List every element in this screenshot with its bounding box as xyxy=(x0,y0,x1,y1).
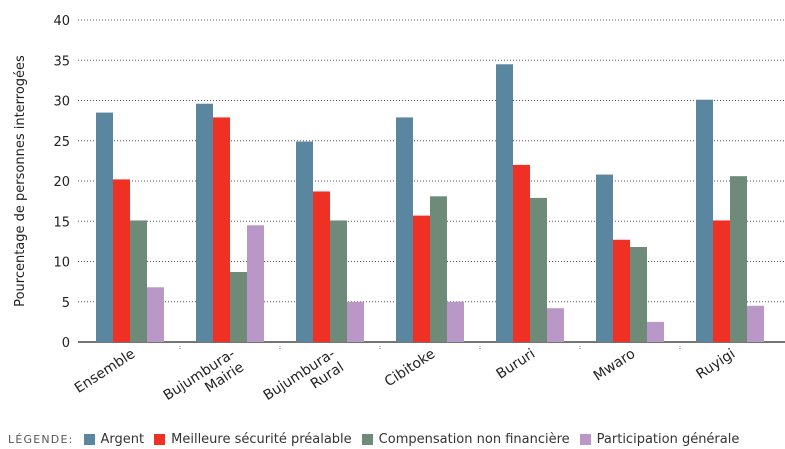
legend-label: Compensation non financière xyxy=(378,431,570,447)
bar xyxy=(747,305,764,342)
x-tick-label-line: Ruyigi xyxy=(693,346,738,383)
x-tick-label: Ruyigi xyxy=(693,346,738,383)
legend-label: Participation générale xyxy=(596,431,740,447)
x-tick-label: Mwaro xyxy=(591,346,638,385)
x-tick-label-line: Bururi xyxy=(494,346,539,383)
y-tick-label: 10 xyxy=(53,256,70,271)
legend-label: Meilleure sécurité préalable xyxy=(171,431,352,447)
bar xyxy=(730,176,747,342)
x-tick-label: Bururi xyxy=(494,346,539,383)
bar xyxy=(330,220,347,342)
y-tick-label: 20 xyxy=(53,175,70,190)
legend-swatch xyxy=(83,433,95,445)
bar xyxy=(613,239,630,342)
bar xyxy=(313,191,330,342)
bar xyxy=(147,287,164,342)
y-tick-label: 40 xyxy=(53,14,70,29)
y-tick-label: 0 xyxy=(62,336,70,351)
legend-swatch xyxy=(154,433,166,445)
x-tick-label-line: Cibitoke xyxy=(382,346,438,390)
bar xyxy=(713,220,730,342)
x-tick-label: Bujumbura-Rural xyxy=(261,346,347,418)
legend-swatch xyxy=(361,433,373,445)
bar xyxy=(296,141,313,342)
bar xyxy=(430,196,447,342)
legend-label: Argent xyxy=(100,431,145,447)
x-tick-label-line: Ensemble xyxy=(72,346,138,397)
bar xyxy=(547,308,564,342)
bar xyxy=(230,271,247,342)
bar xyxy=(247,225,264,342)
bar xyxy=(530,197,547,342)
bar xyxy=(630,247,647,342)
x-tick-label: Bujumbura-Mairie xyxy=(161,346,247,418)
bar xyxy=(513,164,530,342)
bar xyxy=(130,220,147,342)
legend: LÉGENDE: Argent Meilleure sécurité préala… xyxy=(8,430,749,448)
bar xyxy=(596,174,613,342)
y-tick-label: 30 xyxy=(53,95,70,110)
legend-items: Argent Meilleure sécurité préalable Compen… xyxy=(83,431,750,447)
y-axis-label: Pourcentage de personnes interrogées xyxy=(13,55,28,307)
bar xyxy=(96,112,113,342)
legend-item: Argent xyxy=(83,431,145,447)
y-tick-label: 5 xyxy=(62,296,70,311)
bar xyxy=(347,301,364,342)
bar xyxy=(696,99,713,342)
y-tick-label: 35 xyxy=(53,54,70,69)
bar xyxy=(447,301,464,342)
x-tick-label: Ensemble xyxy=(72,346,138,397)
y-tick-label: 15 xyxy=(53,215,70,230)
bar xyxy=(647,321,664,342)
bar xyxy=(413,215,430,342)
legend-item: Meilleure sécurité préalable xyxy=(154,432,352,447)
bar xyxy=(196,103,213,342)
y-tick-label: 25 xyxy=(53,135,70,150)
bar xyxy=(396,117,413,342)
chart-svg: 0 5 10 15 20 25 30 35 40 Pourcentage de personnes… xyxy=(13,14,785,418)
legend-item: Participation générale xyxy=(579,431,740,447)
legend-item: Compensation non financière xyxy=(361,431,570,447)
legend-title: LÉGENDE: xyxy=(8,432,74,446)
bar xyxy=(213,117,230,342)
x-tick-label: Cibitoke xyxy=(382,346,438,390)
legend-swatch xyxy=(579,433,591,445)
x-tick-label-line: Mwaro xyxy=(591,346,638,385)
bar xyxy=(496,64,513,343)
bar xyxy=(113,179,130,342)
